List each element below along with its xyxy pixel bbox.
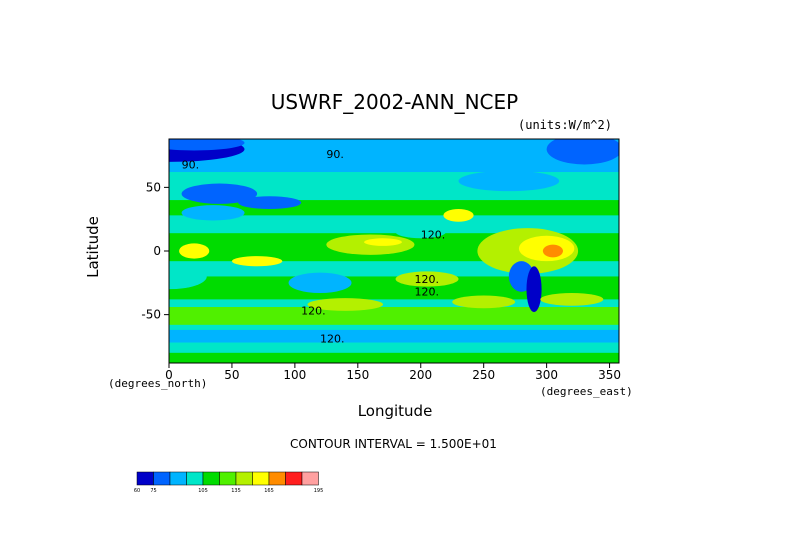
x-tick-label: 300 [535, 368, 558, 382]
contour-interval-text: CONTOUR INTERVAL = 1.500E+01 [290, 437, 497, 451]
field-region [452, 295, 516, 309]
colorbar-swatch [153, 471, 171, 486]
x-tick-label: 200 [409, 368, 432, 382]
x-tick-label: 150 [346, 368, 369, 382]
y-tick-label: 50 [146, 180, 161, 194]
colorbar-swatch [268, 471, 286, 486]
contour-label: 120. [414, 273, 439, 286]
field-region [181, 205, 245, 221]
colorbar-level-label: 105 [198, 488, 208, 494]
x-tick-label: 50 [224, 368, 239, 382]
x-units-label: (degrees_east) [540, 385, 633, 398]
field-region [181, 183, 258, 204]
y-units-label: (degrees_north) [108, 377, 208, 390]
colorbar-level-label: 60 [134, 488, 140, 494]
field-region [458, 170, 560, 192]
contour-label: 120. [414, 286, 439, 299]
field-region [526, 266, 542, 313]
x-tick-label: 0 [165, 368, 173, 382]
field-region [364, 238, 402, 246]
contour-label: 90. [326, 148, 344, 161]
colorbar-swatch [136, 471, 154, 486]
units-label: (units:W/m^2) [518, 118, 612, 132]
chart-title: USWRF_2002-ANN_NCEP [270, 90, 519, 114]
colorbar-level-label: 75 [150, 488, 156, 494]
field-band [169, 329, 619, 343]
colorbar-swatch [301, 471, 319, 486]
colorbar-swatch [235, 471, 253, 486]
field-region [238, 196, 302, 210]
colorbar-swatch [169, 471, 187, 486]
field-band [169, 307, 619, 325]
field-region [540, 293, 604, 306]
x-tick-label: 100 [283, 368, 306, 382]
field-layer [169, 139, 619, 363]
contour-label: 120. [421, 228, 446, 241]
field-region [179, 243, 210, 259]
contour-label: 120. [320, 333, 345, 346]
field-band [169, 139, 619, 173]
field-region [169, 263, 207, 290]
y-tick-label: 0 [153, 244, 161, 258]
contour-label: 90. [182, 158, 200, 171]
colorbar-swatch [285, 471, 303, 486]
field-region [307, 298, 383, 311]
colorbar-level-label: 165 [264, 488, 274, 494]
x-tick-label: 350 [598, 368, 621, 382]
colorbar-swatch [252, 471, 270, 486]
x-tick-label: 250 [472, 368, 495, 382]
x-axis-label: Longitude [357, 402, 433, 420]
field-band [169, 276, 619, 300]
field-region [443, 209, 474, 222]
field-region [288, 272, 352, 293]
field-region [546, 139, 619, 165]
field-region [542, 244, 563, 258]
colorbar-swatch [186, 471, 204, 486]
field-region [169, 139, 245, 151]
field-band [169, 352, 619, 363]
field-region [231, 256, 283, 267]
field-band [169, 342, 619, 353]
field-region [395, 271, 459, 287]
colorbar-swatch [219, 471, 237, 486]
field-region [395, 225, 446, 239]
colorbar-swatch [202, 471, 220, 486]
y-tick-label: -50 [141, 308, 161, 322]
contour-label: 120. [301, 305, 326, 318]
colorbar-level-label: 195 [314, 488, 324, 494]
colorbar-level-label: 135 [231, 488, 241, 494]
